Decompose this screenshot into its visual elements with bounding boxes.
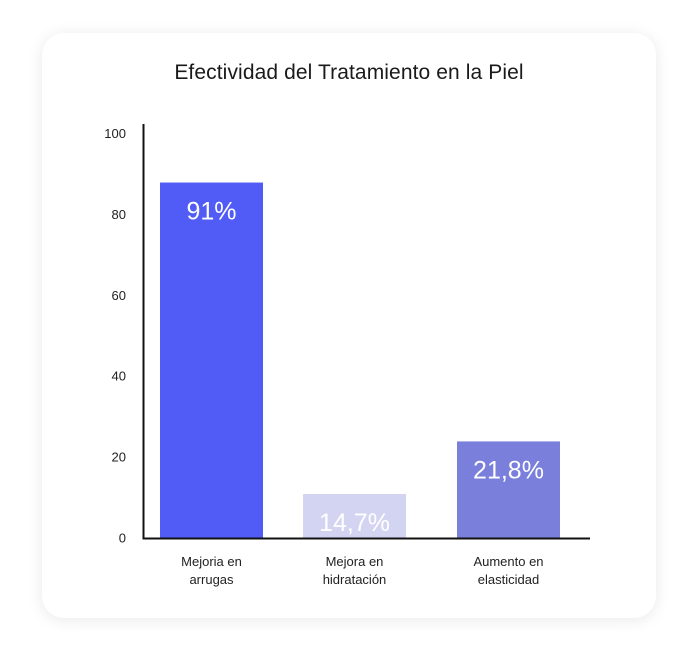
data-label: 21,8% [473,456,544,484]
category-label-line: Mejoria en [181,554,242,569]
y-tick-label: 60 [112,288,126,303]
y-tick-label: 100 [104,126,126,141]
category-label: Aumento en elasticidad [473,554,543,587]
category-label-line: Aumento en [473,554,543,569]
y-tick-label: 40 [112,369,126,384]
category-label-line: Mejora en [326,554,384,569]
y-tick-label: 0 [119,531,126,546]
category-label: Mejora en hidratación [323,554,387,587]
chart-title: Efectividad del Tratamiento en la Piel [174,61,524,84]
data-label: 14,7% [319,509,390,537]
y-tick-label: 20 [112,450,126,465]
y-tick-label: 80 [112,207,126,222]
bar-1 [160,182,263,539]
category-label-line: hidratación [323,572,387,587]
bar-2 [303,494,406,539]
category-label-line: elasticidad [478,572,539,587]
bar-3 [457,441,560,539]
category-label-line: arrugas [189,572,234,587]
category-label: Mejoria en arrugas [181,554,242,587]
data-label: 91% [186,198,236,226]
